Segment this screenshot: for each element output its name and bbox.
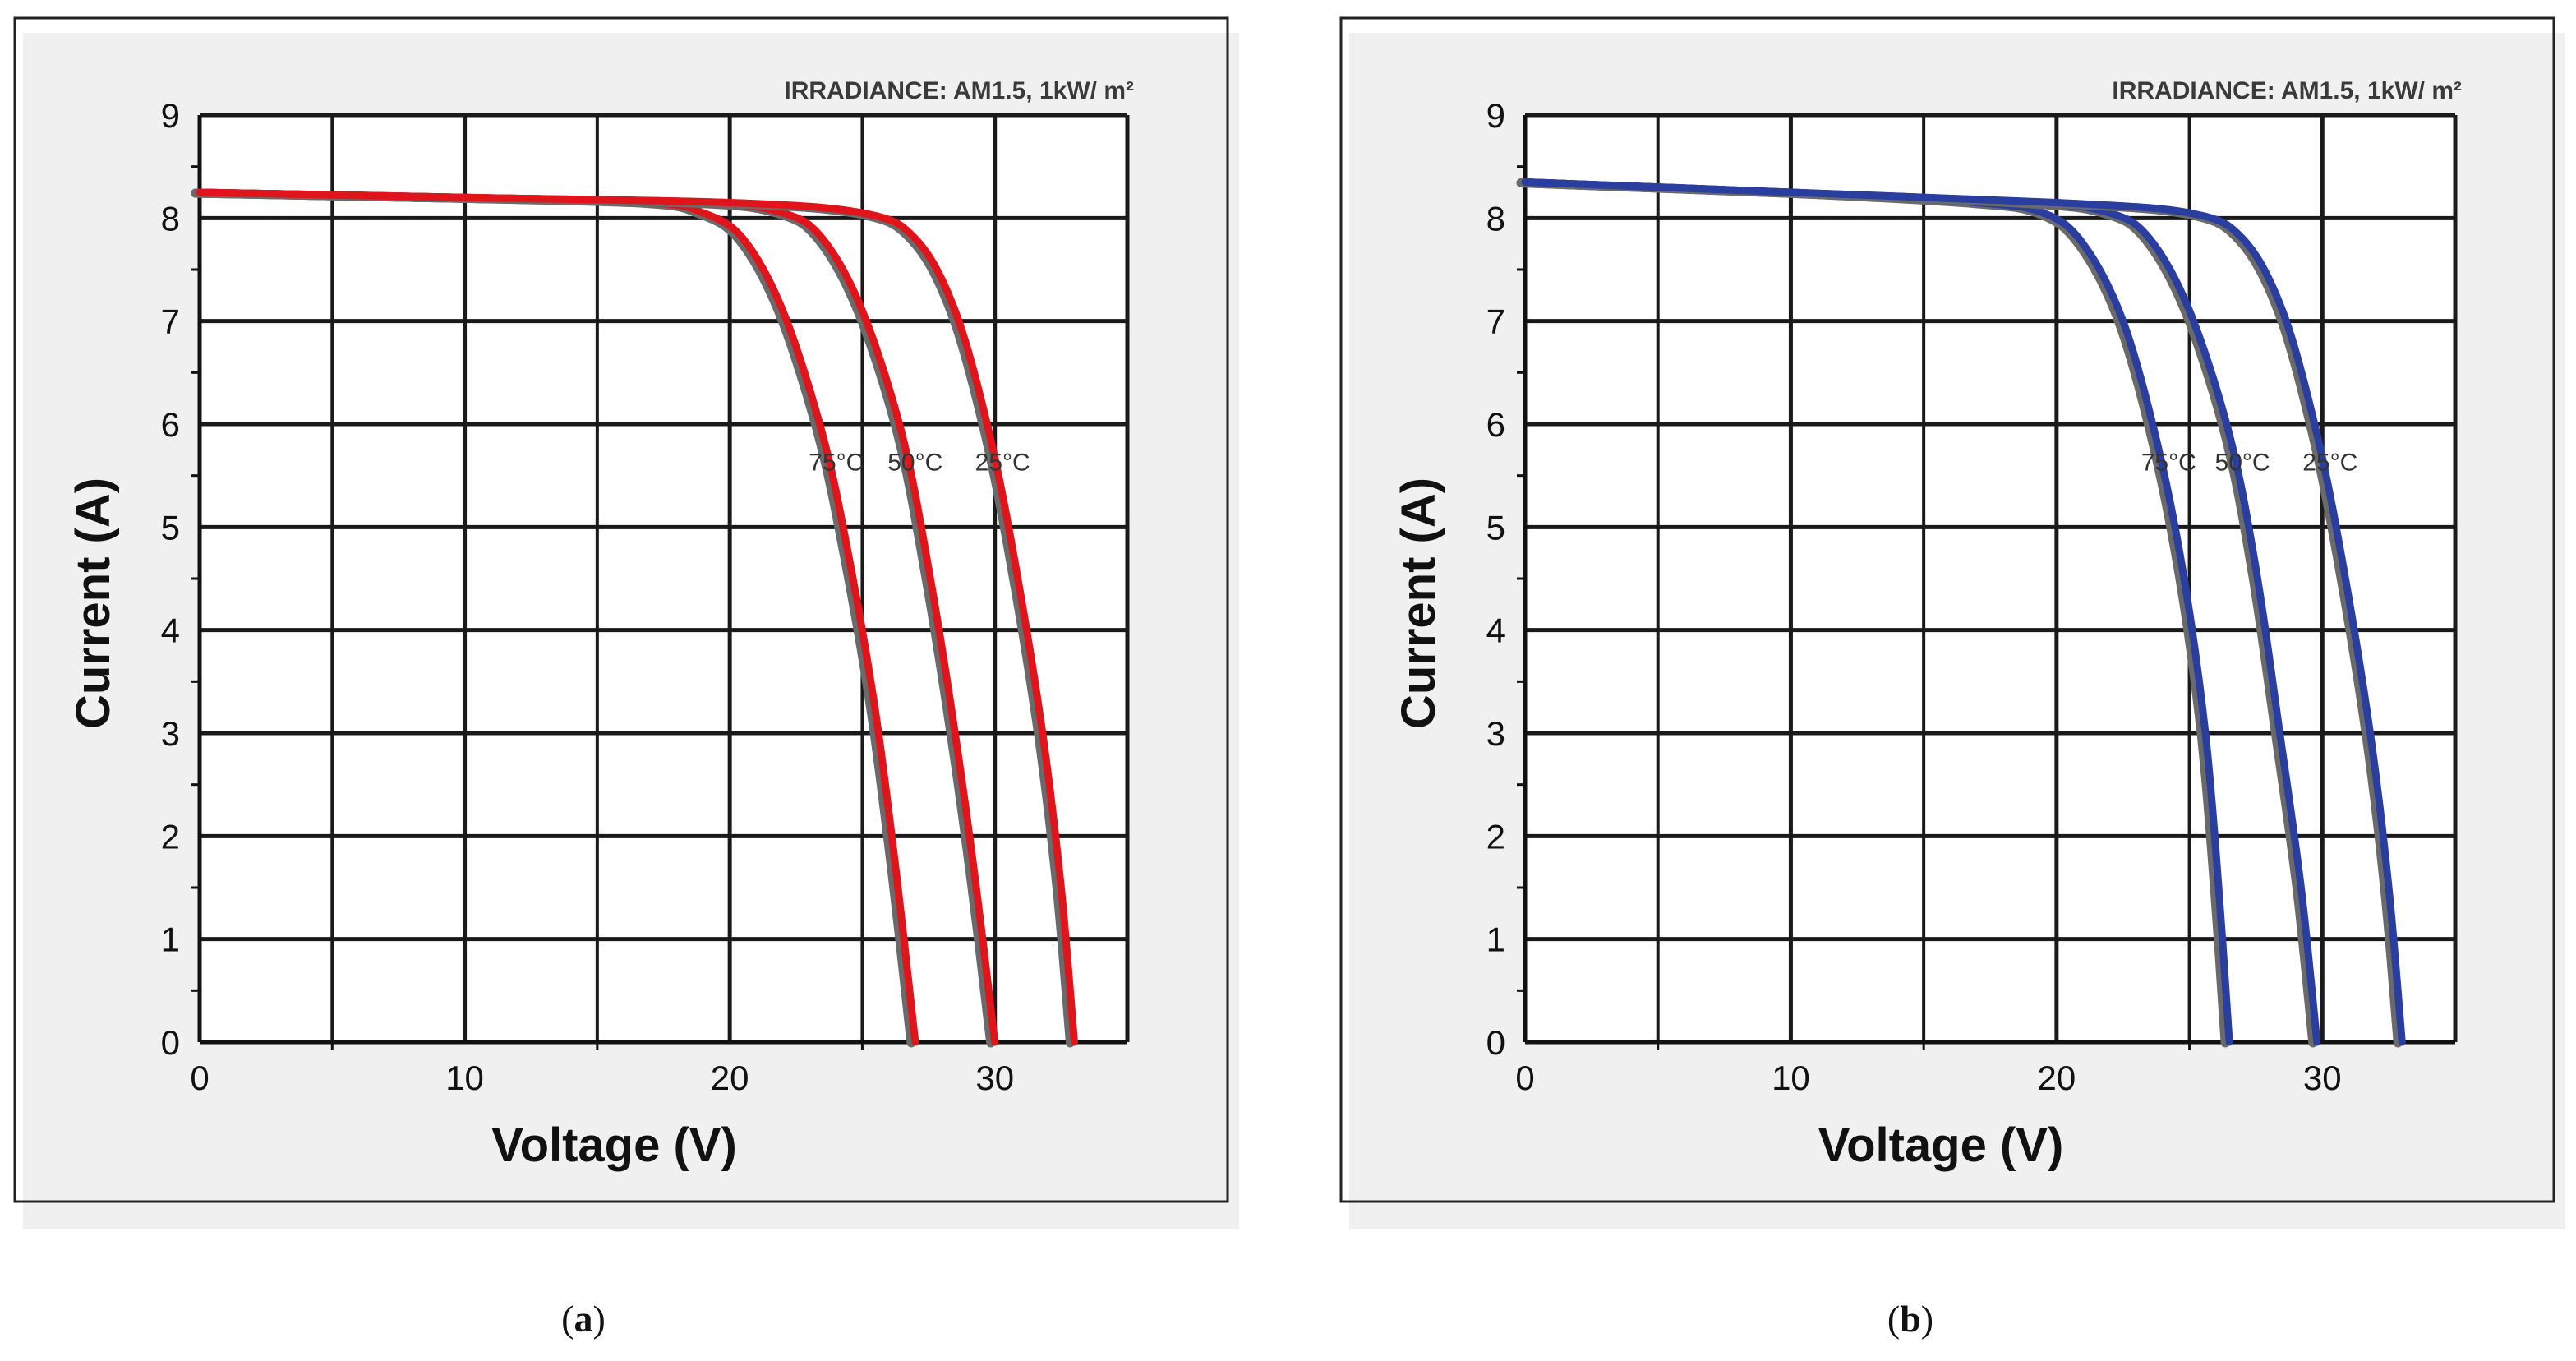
caption-b: (b) xyxy=(1887,1298,1933,1340)
y-tick-label: 0 xyxy=(1486,1023,1505,1062)
y-axis-label: Current (A) xyxy=(1392,478,1445,729)
y-tick-label: 3 xyxy=(1486,714,1505,753)
panel-frame xyxy=(13,16,1229,1203)
y-tick-label: 8 xyxy=(1486,199,1505,238)
y-tick-label: 4 xyxy=(1486,611,1505,650)
y-tick-label: 7 xyxy=(1486,302,1505,341)
irradiance-annotation: IRRADIANCE: AM1.5, 1kW/ m² xyxy=(784,77,1134,104)
x-axis-label: Voltage (V) xyxy=(491,1119,737,1172)
series-label: 25°C xyxy=(975,449,1030,476)
caption-a: (a) xyxy=(561,1298,606,1340)
series-label: 50°C xyxy=(2215,449,2270,476)
y-tick-label: 2 xyxy=(161,817,180,856)
x-tick-label: 10 xyxy=(445,1059,484,1097)
x-axis-label: Voltage (V) xyxy=(1818,1119,2064,1172)
x-tick-label: 30 xyxy=(975,1059,1014,1097)
x-tick-label: 0 xyxy=(190,1059,209,1097)
caption-letter-a: a xyxy=(574,1298,593,1340)
series-curve-25°C xyxy=(1521,178,2406,1046)
series-curve-25°C xyxy=(196,188,1078,1046)
x-tick-label: 20 xyxy=(2037,1059,2076,1097)
caption-close-paren: ) xyxy=(593,1298,606,1340)
irradiance-annotation: IRRADIANCE: AM1.5, 1kW/ m² xyxy=(2112,77,2462,104)
x-tick-label: 20 xyxy=(711,1059,749,1097)
y-tick-label: 9 xyxy=(1486,96,1505,135)
y-tick-label: 0 xyxy=(161,1023,180,1062)
caption-close-paren: ) xyxy=(1921,1298,1933,1340)
series-label: 75°C xyxy=(809,449,864,476)
y-tick-label: 5 xyxy=(161,508,180,547)
caption-open-paren: ( xyxy=(1887,1298,1900,1340)
y-tick-label: 2 xyxy=(1486,817,1505,856)
plot-area xyxy=(1525,115,2455,1042)
y-tick-label: 9 xyxy=(161,96,180,135)
caption-open-paren: ( xyxy=(561,1298,574,1340)
series-label: 75°C xyxy=(2141,449,2196,476)
caption-letter-b: b xyxy=(1900,1298,1921,1340)
y-tick-label: 7 xyxy=(161,302,180,341)
panel-frame xyxy=(1339,16,2555,1203)
y-tick-label: 3 xyxy=(161,714,180,753)
y-tick-label: 6 xyxy=(161,405,180,444)
panel-a: 0 1 2 3 4 5 6 7 8 9 0 10 20 30 Voltage (V) Current (A) I… xyxy=(13,16,1239,1229)
y-tick-label: 5 xyxy=(1486,508,1505,547)
y-axis-label: Current (A) xyxy=(67,478,120,729)
y-tick-label: 4 xyxy=(161,611,180,650)
y-tick-label: 8 xyxy=(161,199,180,238)
series-label: 50°C xyxy=(887,449,942,476)
series-label: 25°C xyxy=(2302,449,2357,476)
panel-b: 0 1 2 3 4 5 6 7 8 9 0 10 20 30 Voltage (V) Current (A) I… xyxy=(1339,16,2565,1229)
x-tick-label: 0 xyxy=(1515,1059,1534,1097)
y-tick-label: 1 xyxy=(1486,920,1505,959)
plot-area xyxy=(200,115,1127,1042)
x-tick-label: 10 xyxy=(1772,1059,1810,1097)
x-tick-label: 30 xyxy=(2303,1059,2342,1097)
y-tick-label: 1 xyxy=(161,920,180,959)
y-tick-label: 6 xyxy=(1486,405,1505,444)
